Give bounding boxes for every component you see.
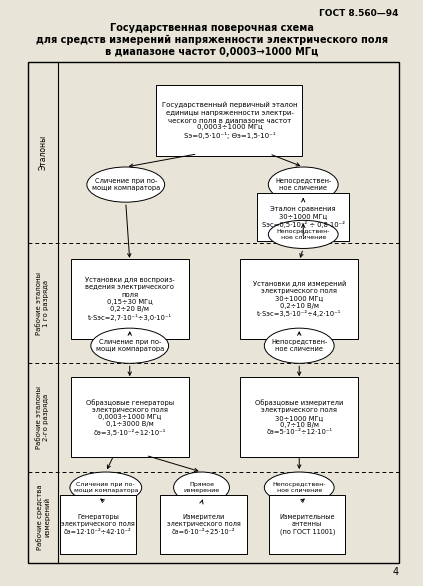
Text: Образцовые генераторы
электрического поля
0,0003÷1000 МГц
0,1÷3000 В/м
δэ=3,5·10: Образцовые генераторы электрического пол… bbox=[86, 398, 174, 436]
Text: Генераторы
электрического поля
δэ=12·10⁻²÷42·10⁻²: Генераторы электрического поля δэ=12·10⁻… bbox=[61, 515, 135, 534]
Text: Эталоны: Эталоны bbox=[38, 135, 47, 170]
FancyBboxPatch shape bbox=[160, 495, 247, 554]
FancyBboxPatch shape bbox=[269, 495, 345, 554]
Ellipse shape bbox=[264, 328, 334, 363]
Text: Прямое
измерение: Прямое измерение bbox=[184, 482, 220, 493]
Ellipse shape bbox=[268, 220, 338, 248]
Text: 4: 4 bbox=[393, 567, 399, 577]
Text: Установки для воспроиз-
ведения электрического
поля
0,15÷30 МГц
0,2÷20 В/м
tᵢ·Sэ: Установки для воспроиз- ведения электрич… bbox=[85, 277, 175, 321]
Ellipse shape bbox=[173, 472, 229, 503]
Text: Установки для измерений
электрического поля
30÷1000 МГц
0,2÷10 В/м
tᵢ·Sэс=3,5·10: Установки для измерений электрического п… bbox=[253, 281, 346, 317]
Text: ГОСТ 8.560—94: ГОСТ 8.560—94 bbox=[319, 9, 399, 18]
Text: Рабочие средства
измерений: Рабочие средства измерений bbox=[36, 485, 50, 550]
Text: Сличение при по-
мощи компаратора: Сличение при по- мощи компаратора bbox=[74, 482, 138, 493]
Text: Сличение при по-
мощи компаратора: Сличение при по- мощи компаратора bbox=[96, 339, 164, 352]
Text: для средств измерений напряженности электрического поля: для средств измерений напряженности элек… bbox=[36, 35, 387, 45]
FancyBboxPatch shape bbox=[60, 495, 136, 554]
FancyBboxPatch shape bbox=[157, 84, 302, 155]
Ellipse shape bbox=[87, 167, 165, 202]
Text: Непосредствен-
ное сличение: Непосредствен- ное сличение bbox=[277, 229, 330, 240]
FancyBboxPatch shape bbox=[71, 377, 189, 457]
Text: Рабочие эталоны
1 го разряда: Рабочие эталоны 1 го разряда bbox=[36, 272, 49, 335]
FancyBboxPatch shape bbox=[71, 259, 189, 339]
Text: Образцовые измерители
электрического поля
30÷1000 МГц
0,7÷10 В/м
δэ=5·10⁻²÷12·10: Образцовые измерители электрического пол… bbox=[255, 399, 343, 435]
Ellipse shape bbox=[91, 328, 169, 363]
Text: Измерительные
антенны
(по ГОСТ 11001): Измерительные антенны (по ГОСТ 11001) bbox=[280, 514, 335, 535]
Text: Измерители
электрического поля
δэ=6·10⁻²÷25·10⁻²: Измерители электрического поля δэ=6·10⁻²… bbox=[167, 515, 240, 534]
Ellipse shape bbox=[70, 472, 142, 503]
Text: Эталон сравнения
30÷1000 МГц
Sэс=0,5·10⁻² ÷ 0,8·10⁻²: Эталон сравнения 30÷1000 МГц Sэс=0,5·10⁻… bbox=[262, 206, 345, 228]
FancyBboxPatch shape bbox=[240, 259, 358, 339]
Text: Рабочие эталоны
2-го разряда: Рабочие эталоны 2-го разряда bbox=[36, 386, 49, 449]
FancyBboxPatch shape bbox=[240, 377, 358, 457]
Text: Непосредствен-
ное сличение: Непосредствен- ное сличение bbox=[275, 178, 331, 191]
Text: Непосредствен-
ное сличение: Непосредствен- ное сличение bbox=[272, 482, 326, 493]
Text: Государственный первичный эталон
единицы напряженности электри-
ческого поля в д: Государственный первичный эталон единицы… bbox=[162, 102, 297, 138]
FancyBboxPatch shape bbox=[257, 193, 349, 240]
Text: Государственная поверочная схема: Государственная поверочная схема bbox=[110, 23, 313, 33]
Text: в диапазоне частот 0,0003→1000 МГц: в диапазоне частот 0,0003→1000 МГц bbox=[105, 47, 318, 57]
Text: Непосредствен-
ное сличение: Непосредствен- ное сличение bbox=[271, 339, 327, 352]
Text: Сличение при по-
мощи компаратора: Сличение при по- мощи компаратора bbox=[92, 178, 160, 191]
Ellipse shape bbox=[268, 167, 338, 202]
Ellipse shape bbox=[264, 472, 334, 503]
